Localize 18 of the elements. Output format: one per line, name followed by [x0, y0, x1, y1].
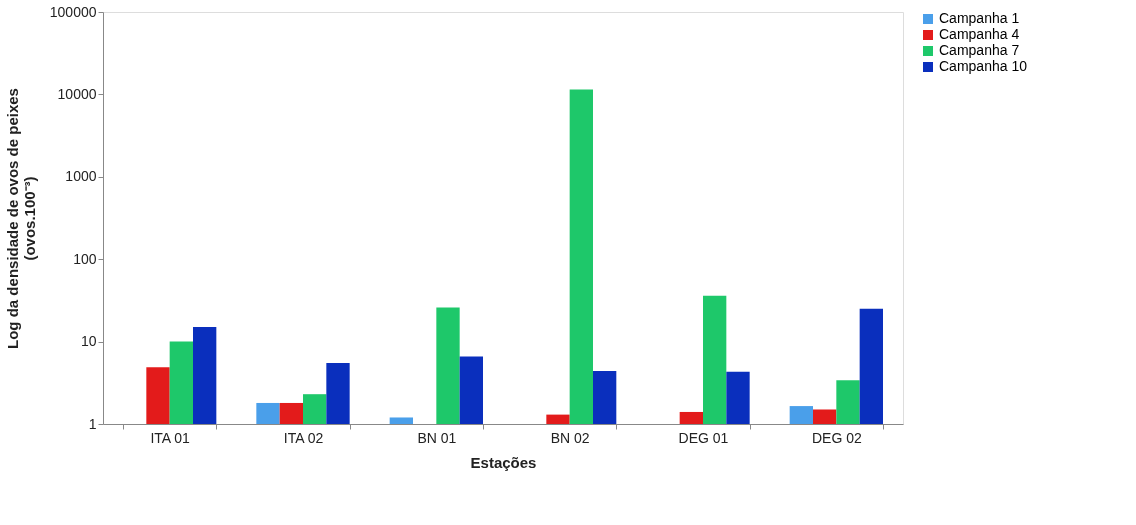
y-tick-label: 10 — [80, 333, 97, 350]
legend-label: Campanha 4 — [939, 26, 1020, 42]
x-tick-label: ITA 02 — [283, 429, 324, 446]
y-tick-label: 100 — [73, 250, 97, 267]
legend-label: Campanha 7 — [939, 42, 1020, 58]
x-tick-label: ITA 01 — [150, 429, 191, 446]
y-tick-label: 10000 — [57, 85, 97, 102]
x-tick-label: DEG 02 — [811, 429, 862, 446]
x-tick-label: BN 02 — [550, 429, 590, 446]
y-tick-label: 1000 — [65, 168, 97, 185]
y-axis-title: Log da densidade de ovos de peixes (ovos.100⁻³) — [3, 88, 38, 349]
legend-label: Campanha 1 — [939, 10, 1020, 26]
x-tick-label: DEG 01 — [678, 429, 729, 446]
x-tick-label: BN 01 — [417, 429, 457, 446]
y-tick-label: 100000 — [49, 3, 97, 20]
y-tick-label: 1 — [88, 415, 97, 432]
x-axis-title: Estações — [470, 453, 537, 471]
legend-label: Campanha 10 — [939, 58, 1028, 74]
